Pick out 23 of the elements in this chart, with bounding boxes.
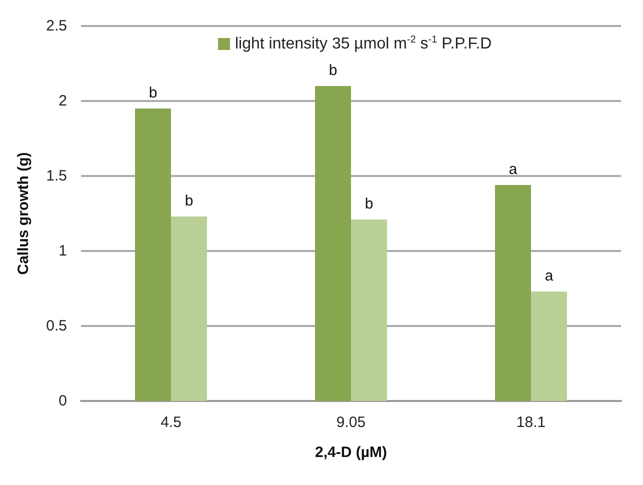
y-tick-label: 2.5 xyxy=(46,18,67,34)
annotation: b xyxy=(184,192,194,210)
bar xyxy=(315,86,351,401)
x-axis-title: 2,4-D (µM) xyxy=(315,444,387,461)
x-tick-label: 9.05 xyxy=(336,414,366,431)
annotation: b xyxy=(364,196,374,212)
x-tick-label: 4.5 xyxy=(160,414,182,431)
annotation: b xyxy=(328,62,338,79)
annotation: b xyxy=(148,84,158,102)
x-tick-label: 18.1 xyxy=(516,414,546,431)
bar xyxy=(351,220,387,401)
bar xyxy=(495,185,531,401)
y-tick-label: 1.5 xyxy=(46,168,67,184)
y-axis-title: Callus growth (g) xyxy=(15,152,32,275)
y-tick-label: 0 xyxy=(58,392,67,410)
y-tick-label: 1 xyxy=(58,242,67,260)
annotation: a xyxy=(508,161,518,178)
y-tick-label: 0.5 xyxy=(46,318,67,334)
y-tick-label: 2 xyxy=(58,92,67,110)
bar xyxy=(531,292,567,401)
annotation: a xyxy=(544,268,554,284)
bar xyxy=(171,216,207,401)
bar xyxy=(135,108,171,401)
